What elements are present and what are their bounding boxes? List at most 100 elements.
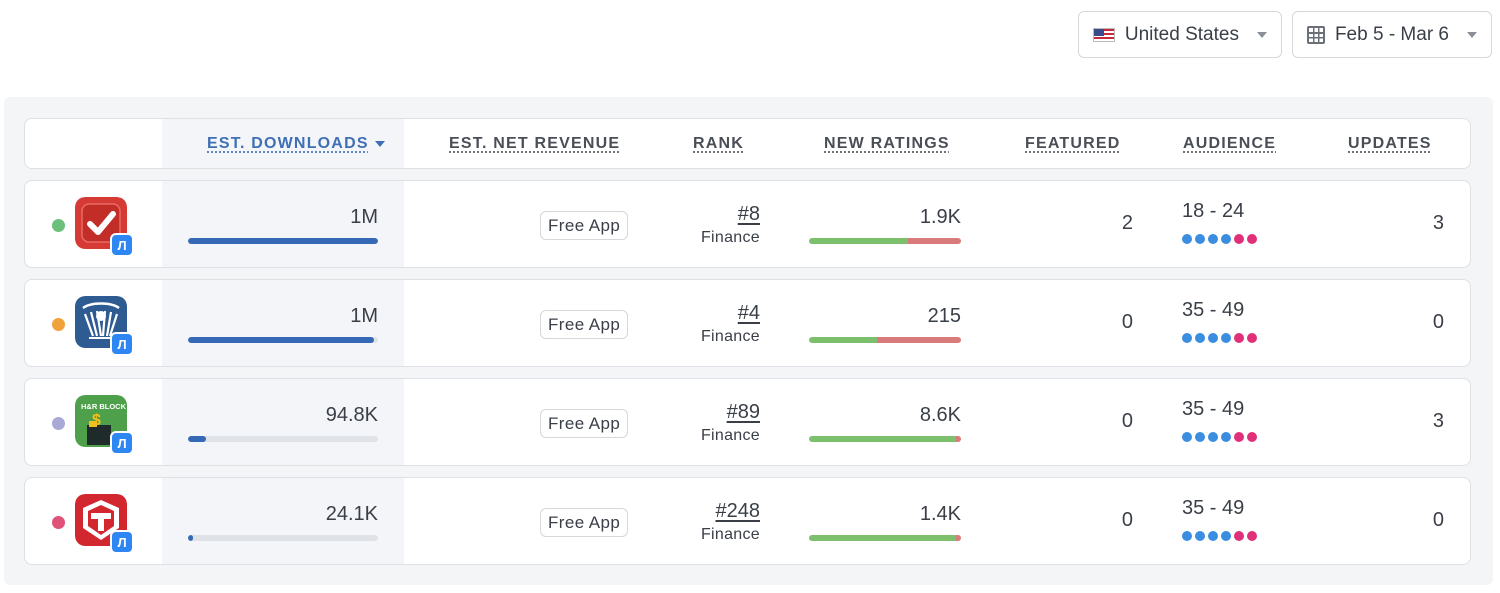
column-header-new-ratings[interactable]: NEW RATINGS xyxy=(824,134,950,152)
app-store-icon: Л xyxy=(110,530,134,554)
svg-text:H&R BLOCK: H&R BLOCK xyxy=(81,402,127,411)
audience-dot xyxy=(1221,432,1231,442)
ratings-cell: 1.9K xyxy=(809,181,961,267)
audience-dot xyxy=(1221,333,1231,343)
sort-desc-icon xyxy=(374,140,385,147)
ratings-bar xyxy=(809,535,961,541)
downloads-value: 94.8K xyxy=(325,404,378,426)
new-ratings-value: 8.6K xyxy=(919,404,961,426)
audience-dot xyxy=(1182,531,1192,541)
featured-value: 2 xyxy=(1121,212,1133,234)
audience-dot xyxy=(1234,234,1244,244)
downloads-bar-fill xyxy=(188,535,193,541)
ratings-positive-fill xyxy=(809,238,908,244)
status-dot xyxy=(52,318,65,331)
status-dot xyxy=(52,417,65,430)
column-header-downloads[interactable]: EST. DOWNLOADS xyxy=(207,119,385,168)
updates-value: 0 xyxy=(1432,311,1444,333)
app-store-icon: Л xyxy=(110,332,134,356)
audience-label: 18 - 24 xyxy=(1182,200,1245,222)
column-header-audience[interactable]: AUDIENCE xyxy=(1183,134,1277,152)
downloads-value: 1M xyxy=(350,305,378,327)
downloads-value: 1M xyxy=(350,206,378,228)
rank-link[interactable]: #89 xyxy=(726,401,760,423)
audience-dot xyxy=(1221,234,1231,244)
audience-dot xyxy=(1247,432,1257,442)
column-header-revenue[interactable]: EST. NET REVENUE xyxy=(449,134,621,152)
ratings-bar xyxy=(809,238,961,244)
audience-dot xyxy=(1234,333,1244,343)
table-row[interactable]: H&R BLOCK $ Л 94.8K Free App #89 Finance … xyxy=(24,378,1471,466)
revenue-badge: Free App xyxy=(540,508,629,537)
audience-dot xyxy=(1208,234,1218,244)
updates-value: 3 xyxy=(1432,410,1444,432)
table-row[interactable]: Л 24.1K Free App #248 Finance 1.4K 0 35 … xyxy=(24,477,1471,565)
chevron-down-icon xyxy=(1467,31,1477,38)
date-range-label: Feb 5 - Mar 6 xyxy=(1334,23,1449,45)
audience-dot xyxy=(1182,234,1192,244)
ratings-positive-fill xyxy=(809,337,878,343)
audience-dot xyxy=(1195,333,1205,343)
country-dropdown[interactable]: United States xyxy=(1077,11,1282,58)
audience-dot xyxy=(1208,333,1218,343)
ratings-bar xyxy=(809,436,961,442)
ratings-positive-fill xyxy=(809,535,957,541)
new-ratings-value: 1.9K xyxy=(919,206,961,228)
status-dot xyxy=(52,219,65,232)
rank-category: Finance xyxy=(700,229,760,246)
ratings-negative-fill xyxy=(956,436,961,442)
featured-value: 0 xyxy=(1121,311,1133,333)
column-header-featured[interactable]: FEATURED xyxy=(1025,134,1121,152)
audience-label: 35 - 49 xyxy=(1182,398,1245,420)
audience-dots xyxy=(1182,333,1257,343)
downloads-bar-fill xyxy=(188,238,378,244)
audience-dot xyxy=(1221,531,1231,541)
rank-category: Finance xyxy=(700,526,760,543)
revenue-badge: Free App xyxy=(540,409,629,438)
column-header-updates[interactable]: UPDATES xyxy=(1348,134,1432,152)
featured-value: 0 xyxy=(1121,410,1133,432)
rank-link[interactable]: #4 xyxy=(737,302,760,324)
column-header-rank[interactable]: RANK xyxy=(693,134,745,152)
ratings-negative-fill xyxy=(907,238,961,244)
status-dot xyxy=(52,516,65,529)
downloads-cell: 94.8K xyxy=(162,379,404,465)
audience-dot xyxy=(1195,531,1205,541)
audience-label: 35 - 49 xyxy=(1182,497,1245,519)
rank-link[interactable]: #8 xyxy=(737,203,760,225)
audience-dot xyxy=(1195,234,1205,244)
rank-cell: #4 Finance xyxy=(701,302,760,346)
rank-category: Finance xyxy=(700,427,760,444)
audience-dot xyxy=(1195,432,1205,442)
ratings-negative-fill xyxy=(956,535,961,541)
calendar-icon xyxy=(1306,25,1325,44)
date-range-dropdown[interactable]: Feb 5 - Mar 6 xyxy=(1291,11,1492,58)
audience-dot xyxy=(1234,531,1244,541)
audience-dot xyxy=(1234,432,1244,442)
downloads-cell: 1M xyxy=(162,181,404,267)
table-row[interactable]: Л 1M Free App #4 Finance 215 0 35 - 49 0 xyxy=(24,279,1471,367)
country-label: United States xyxy=(1124,23,1239,45)
rank-cell: #248 Finance xyxy=(701,500,760,544)
audience-dots xyxy=(1182,432,1257,442)
downloads-bar xyxy=(188,238,378,244)
rank-link[interactable]: #248 xyxy=(715,500,761,522)
audience-dot xyxy=(1247,234,1257,244)
downloads-value: 24.1K xyxy=(325,503,378,525)
table-row[interactable]: Л 1M Free App #8 Finance 1.9K 2 18 - 24 … xyxy=(24,180,1471,268)
ratings-bar xyxy=(809,337,961,343)
new-ratings-value: 1.4K xyxy=(919,503,961,525)
downloads-bar-fill xyxy=(188,436,207,442)
featured-value: 0 xyxy=(1121,509,1133,531)
rank-cell: #8 Finance xyxy=(701,203,760,247)
downloads-bar xyxy=(188,436,378,442)
downloads-cell: 1M xyxy=(162,280,404,366)
ratings-positive-fill xyxy=(809,436,957,442)
audience-dot xyxy=(1247,333,1257,343)
revenue-badge: Free App xyxy=(540,310,629,339)
filter-bar: United States Feb 5 - Mar 6 xyxy=(1077,11,1492,58)
ratings-cell: 8.6K xyxy=(809,379,961,465)
audience-dots xyxy=(1182,234,1257,244)
audience-dot xyxy=(1182,432,1192,442)
ratings-cell: 1.4K xyxy=(809,478,961,564)
